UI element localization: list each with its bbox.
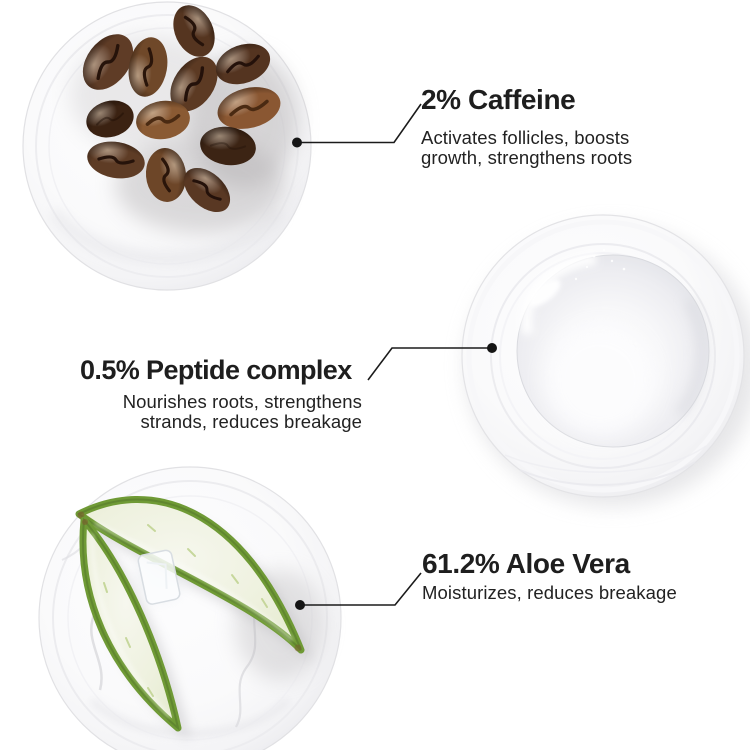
aloe-slice-rind-edge (82, 517, 180, 731)
coffee-bean-crease (226, 54, 260, 74)
coffee-bean-crease (183, 66, 205, 102)
coffee-bean-crease (95, 112, 125, 126)
peptide-description: Nourishes roots, strengthens strands, re… (122, 391, 362, 432)
ingredient-card-caffeine: 2% Caffeine Activates follicles, boosts … (421, 86, 632, 167)
coffee-bean-crease (192, 179, 222, 201)
peptide-gel-bubbles (574, 249, 626, 281)
coffee-bean-crease (96, 43, 120, 81)
peptide-heading: 0.5% Peptide complex (80, 355, 352, 385)
coffee-bean (200, 126, 256, 166)
coffee-dish-photo (22, 1, 312, 291)
aloe-dish-photo (38, 466, 342, 750)
coffee-bean-crease (97, 155, 135, 165)
coffee-bean (170, 56, 218, 112)
aloe-slice-tip (294, 644, 302, 652)
aloe-description: Moisturizes, reduces breakage (422, 582, 677, 603)
coffee-bean (82, 34, 134, 90)
coffee-bean-crease (229, 99, 269, 117)
aloe-slice-flecks (147, 524, 268, 608)
coffee-beans (82, 5, 281, 213)
aloe-slice-gloss (90, 533, 172, 719)
coffee-bean (183, 167, 231, 213)
coffee-bean (173, 5, 215, 57)
aloe-heading: 61.2% Aloe Vera (422, 548, 630, 579)
peptide-gel-bright-center (545, 325, 655, 435)
aloe-slice-gloss (94, 521, 294, 642)
aloe-dish-rim (52, 480, 328, 750)
coffee-bean-crease (161, 157, 171, 193)
coffee-bean (215, 43, 271, 85)
aloe-dish-shading (89, 697, 291, 737)
coffee-bean-crease (183, 15, 205, 47)
caffeine-heading: 2% Caffeine (421, 84, 576, 115)
coffee-bean (136, 100, 190, 140)
peptide-gel-gloss (529, 279, 561, 307)
coffee-bean (86, 100, 134, 138)
ingredient-card-peptide-complex: 0.5% Peptide complex Nourishes roots, st… (80, 356, 368, 431)
aloe-slice (79, 516, 182, 732)
aloe-slice-flecks (103, 582, 154, 697)
coffee-bean-crease (145, 114, 181, 126)
peptide-dish-ripple (519, 461, 696, 486)
coffee-bean (145, 148, 187, 202)
peptide-dish-photo (461, 214, 750, 506)
ingredient-card-aloe-vera: 61.2% Aloe Vera Moisturizes, reduces bre… (422, 550, 677, 603)
coffee-bean-crease (142, 47, 154, 87)
coffee-bean (128, 37, 168, 97)
coffee-bean (87, 141, 145, 179)
peptide-dish-ripple (504, 445, 707, 473)
coffee-bean (217, 87, 281, 129)
aloe-slice-tip (82, 519, 88, 525)
coffee-dish-shading (50, 209, 284, 263)
aloe-gel-cube (137, 549, 181, 605)
coffee-bean-crease (209, 142, 247, 150)
peptide-gel-highlight (521, 253, 598, 336)
peptide-gel-edge-shading (675, 297, 707, 417)
caffeine-description: Activates follicles, boosts growth, stre… (421, 127, 633, 168)
